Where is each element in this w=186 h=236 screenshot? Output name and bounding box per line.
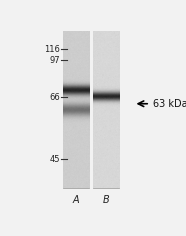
Text: 45: 45 bbox=[49, 155, 60, 164]
Text: B: B bbox=[103, 195, 110, 205]
FancyBboxPatch shape bbox=[62, 32, 89, 188]
Text: A: A bbox=[73, 195, 79, 205]
Text: 97: 97 bbox=[49, 56, 60, 65]
FancyBboxPatch shape bbox=[93, 32, 119, 188]
Text: 63 kDa: 63 kDa bbox=[153, 99, 186, 109]
Text: 66: 66 bbox=[49, 93, 60, 102]
Text: 116: 116 bbox=[44, 45, 60, 54]
